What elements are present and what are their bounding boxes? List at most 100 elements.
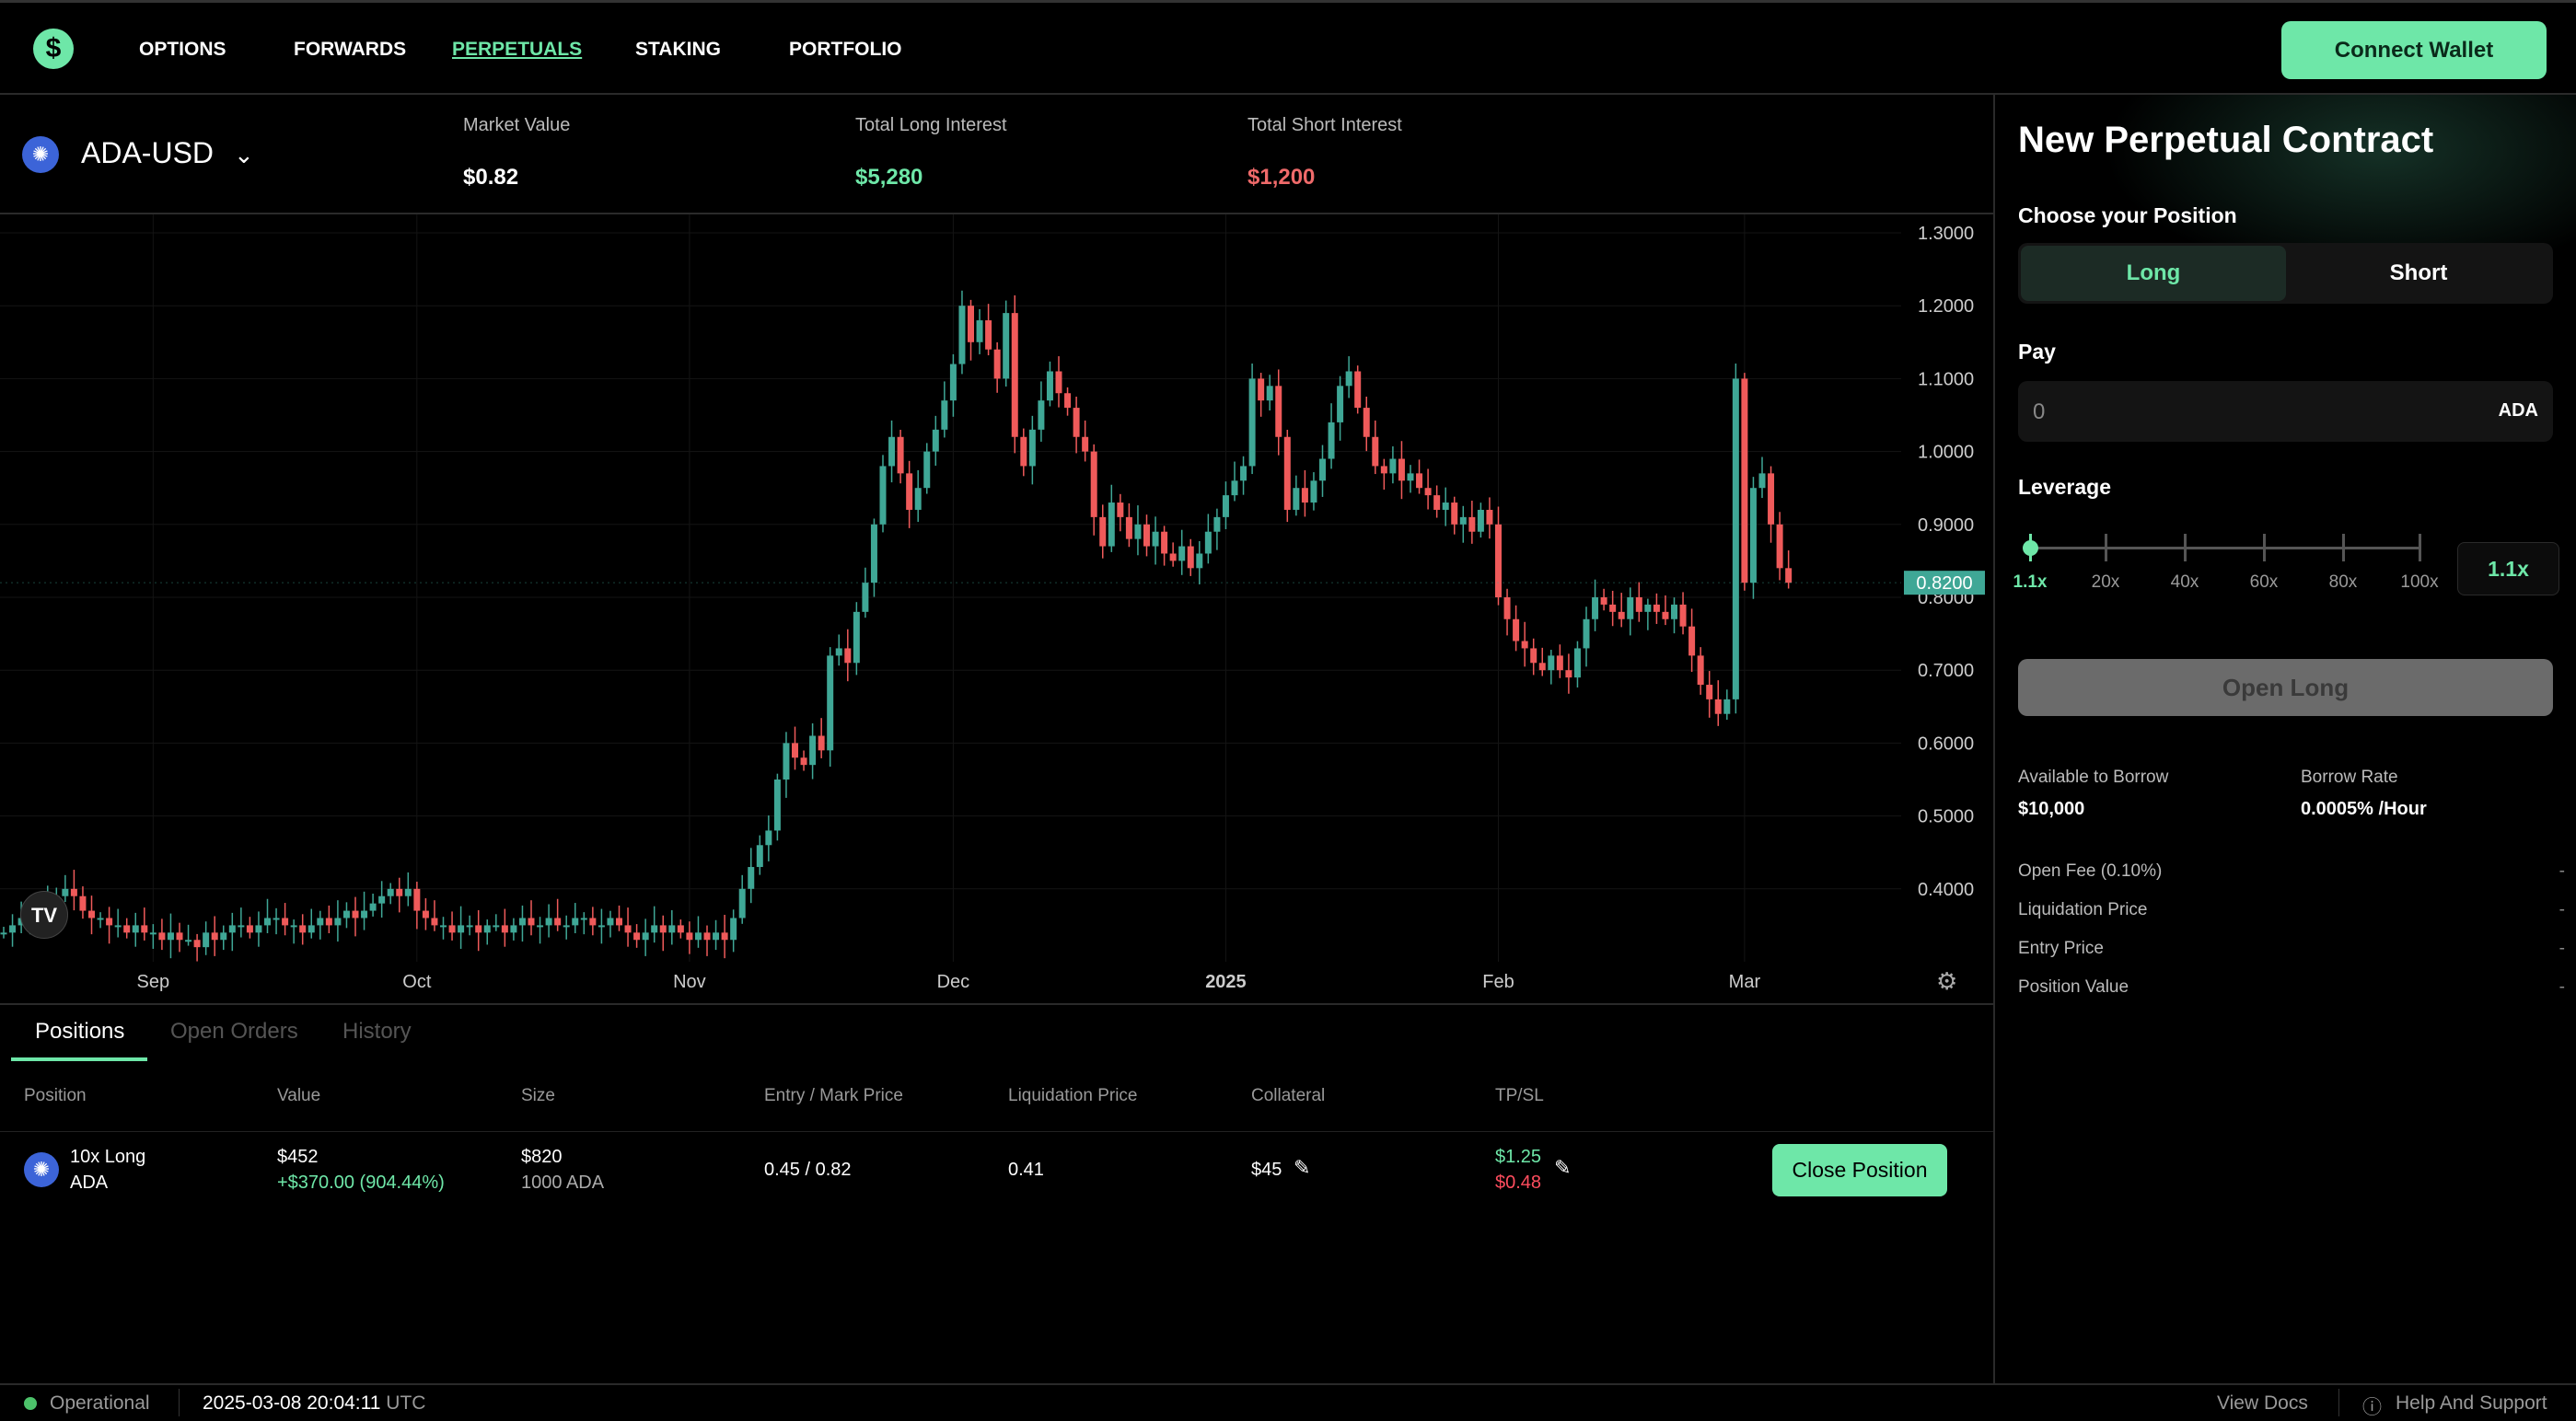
candle-body: [783, 743, 790, 780]
help-support-link[interactable]: Help And Support: [2396, 1392, 2547, 1414]
candle-body: [317, 918, 324, 926]
candle-body: [1293, 488, 1300, 510]
candle-body: [738, 888, 746, 918]
candle-body: [510, 925, 517, 933]
candle-body: [563, 925, 570, 928]
pair-label: ADA-USD: [81, 136, 215, 169]
candle-body: [1785, 568, 1793, 583]
candle-body: [167, 932, 174, 941]
tab-history[interactable]: History: [342, 1019, 412, 1044]
last-price-badge: [1904, 571, 1985, 595]
candle-body: [483, 925, 491, 933]
candle-body: [282, 918, 289, 926]
candle-body: [1099, 516, 1107, 547]
nav-staking[interactable]: STAKING: [635, 39, 721, 60]
nav-options[interactable]: OPTIONS: [139, 39, 226, 60]
candle-body: [809, 735, 817, 766]
lev-mark[interactable]: 60x: [2249, 572, 2279, 592]
nav-portfolio[interactable]: PORTFOLIO: [789, 39, 902, 60]
lev-mark[interactable]: 40x: [2170, 572, 2199, 592]
nav-forwards[interactable]: FORWARDS: [294, 39, 407, 60]
long-toggle[interactable]: Long: [2021, 246, 2286, 301]
candle-body: [255, 925, 262, 933]
short-toggle[interactable]: Short: [2389, 260, 2448, 285]
col-size: Size: [521, 1086, 555, 1105]
y-tick-label: 0.5000: [1918, 807, 1974, 827]
pay-input[interactable]: 0 ADA: [2018, 381, 2553, 442]
stop-loss: $0.48: [1495, 1173, 1542, 1193]
active-tab-indicator: [11, 1057, 147, 1061]
connect-wallet-button[interactable]: Connect Wallet: [2281, 21, 2547, 79]
logo[interactable]: $: [33, 29, 74, 69]
edit-collateral-pencil-icon[interactable]: ✎: [1294, 1156, 1311, 1179]
candle-body: [352, 910, 359, 918]
entry-price-value: -: [2559, 939, 2565, 958]
price-chart[interactable]: 1.3000 1.2000 1.1000 1.0000 0.9000 0.8000 0.70…: [0, 214, 1993, 1003]
candle-body: [1169, 553, 1177, 561]
candle-body: [756, 845, 763, 868]
liquidation-price-value: -: [2559, 900, 2565, 919]
candle-body: [1513, 618, 1520, 641]
timestamp-value: 2025-03-08 20:04:11: [203, 1392, 381, 1414]
slider-thumb[interactable]: [2023, 540, 2038, 556]
entry-price-label: Entry Price: [2018, 939, 2104, 958]
candle-body: [1354, 371, 1362, 409]
candle-body: [9, 925, 17, 933]
nav-perpetuals[interactable]: PERPETUALS: [452, 39, 583, 60]
lev-mark[interactable]: 100x: [2400, 572, 2439, 592]
candle-body: [70, 888, 77, 896]
candle-body: [290, 925, 297, 928]
lev-mark[interactable]: 1.1x: [2013, 572, 2048, 592]
col-position: Position: [24, 1086, 87, 1105]
candle-body: [246, 925, 253, 933]
panel-title: New Perpetual Contract: [2018, 120, 2434, 160]
candle-body: [1416, 473, 1423, 489]
col-value: Value: [277, 1086, 321, 1105]
candle-body: [501, 925, 508, 933]
candle-body: [1055, 371, 1062, 394]
candle-body: [1283, 436, 1291, 510]
pair-selector[interactable]: ADA-USD ⌄: [81, 136, 254, 170]
candle-body: [1011, 313, 1018, 437]
candle-body: [1592, 597, 1599, 619]
candle-body: [1064, 393, 1072, 409]
candle-body: [1125, 516, 1132, 539]
candle-body: [1573, 648, 1581, 678]
position-size: $820: [521, 1147, 563, 1167]
status-dot-icon: [24, 1397, 37, 1410]
open-long-button[interactable]: Open Long: [2018, 659, 2553, 716]
edit-tpsl-pencil-icon[interactable]: ✎: [1554, 1156, 1572, 1179]
candle-body: [1679, 604, 1687, 627]
candle-body: [97, 918, 104, 920]
candle-body: [220, 932, 227, 941]
candle-body: [914, 488, 922, 510]
candle-body: [633, 932, 641, 941]
candle-body: [325, 918, 332, 926]
tab-open-orders[interactable]: Open Orders: [170, 1019, 298, 1044]
candle-body: [264, 918, 271, 926]
candle-body: [1082, 436, 1089, 452]
candlestick-chart[interactable]: 1.30001.20001.10001.00000.90000.80000.70…: [0, 214, 1993, 1003]
take-profit: $1.25: [1495, 1147, 1542, 1167]
lev-mark[interactable]: 20x: [2091, 572, 2120, 592]
candle-body: [1662, 611, 1669, 619]
candle-body: [440, 925, 447, 928]
settings-gear-icon[interactable]: ⚙: [1936, 967, 1958, 995]
position-size-units: 1000 ADA: [521, 1173, 605, 1193]
leverage-value-input[interactable]: 1.1x: [2457, 542, 2559, 595]
candle-body: [141, 925, 148, 933]
x-tick-label: Nov: [673, 972, 706, 992]
candle-body: [1108, 503, 1115, 547]
lev-mark[interactable]: 80x: [2328, 572, 2358, 592]
candle-body: [1275, 386, 1282, 437]
new-contract-panel: New Perpetual Contract Choose your Posit…: [1993, 95, 2576, 1383]
candle-body: [773, 780, 781, 831]
candle-body: [158, 932, 166, 941]
market-value: $0.82: [463, 165, 519, 190]
tradingview-logo-icon[interactable]: TV: [20, 891, 68, 939]
candle-body: [607, 918, 614, 926]
candle-body: [1117, 503, 1124, 517]
close-position-button[interactable]: Close Position: [1772, 1144, 1947, 1196]
view-docs-link[interactable]: View Docs: [2217, 1392, 2308, 1414]
tab-positions[interactable]: Positions: [35, 1019, 125, 1044]
